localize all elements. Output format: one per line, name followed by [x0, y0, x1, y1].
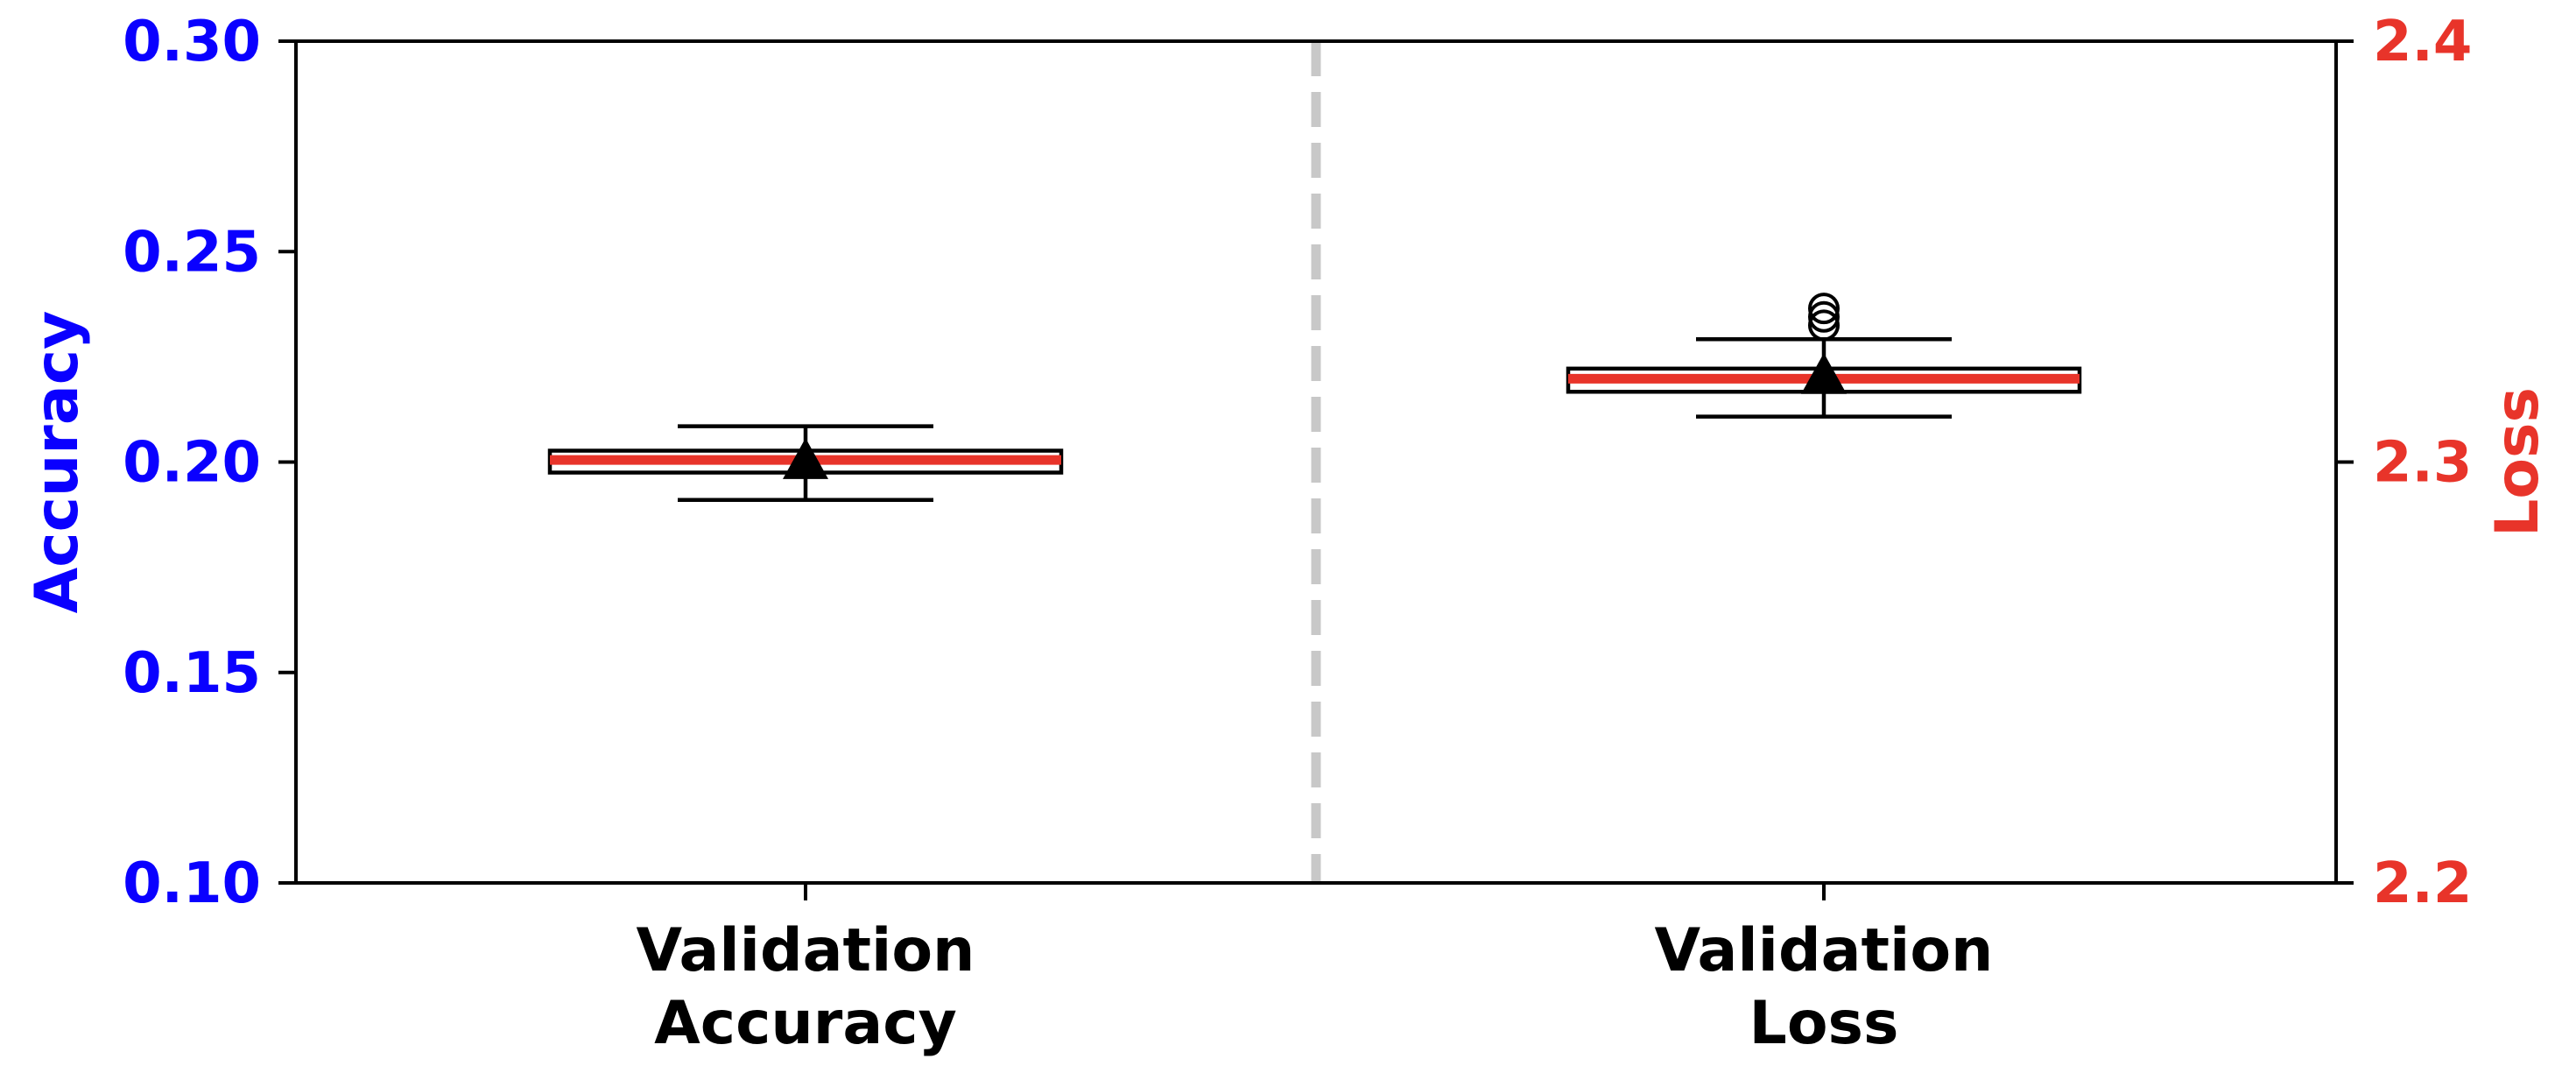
- right-tick-label: 2.3: [2373, 431, 2472, 496]
- right-tick-label: 2.2: [2373, 851, 2472, 916]
- axes-layer: [278, 39, 2354, 900]
- category-label-line: Loss: [1749, 989, 1899, 1058]
- outlier-point: [1808, 309, 1840, 342]
- outlier-point: [1808, 300, 1840, 333]
- category-label: Validation Loss: [1655, 916, 1994, 1058]
- mean-marker: [1801, 352, 1847, 394]
- category-label-line: Accuracy: [654, 989, 957, 1058]
- labels-layer: 0.10 0.15 0.20 0.25 0.30 2.2 2.3 2.4 Accuracy Los…: [23, 10, 2552, 1058]
- category-label-line: Validation: [637, 916, 975, 985]
- right-tick-label: 2.4: [2373, 10, 2472, 74]
- mean-marker: [783, 438, 828, 479]
- left-tick-label: 0.20: [123, 431, 261, 496]
- category-label: Validation Accuracy: [637, 916, 975, 1058]
- outlier-point: [1808, 293, 1840, 325]
- marks-layer: [547, 293, 2082, 502]
- right-axis-title: Loss: [2483, 387, 2552, 537]
- left-tick-label: 0.15: [123, 641, 261, 706]
- left-tick-label: 0.10: [123, 851, 261, 916]
- category-label-line: Validation: [1655, 916, 1994, 985]
- left-axis-title: Accuracy: [23, 311, 92, 614]
- left-tick-label: 0.30: [123, 10, 261, 74]
- left-tick-label: 0.25: [123, 220, 261, 285]
